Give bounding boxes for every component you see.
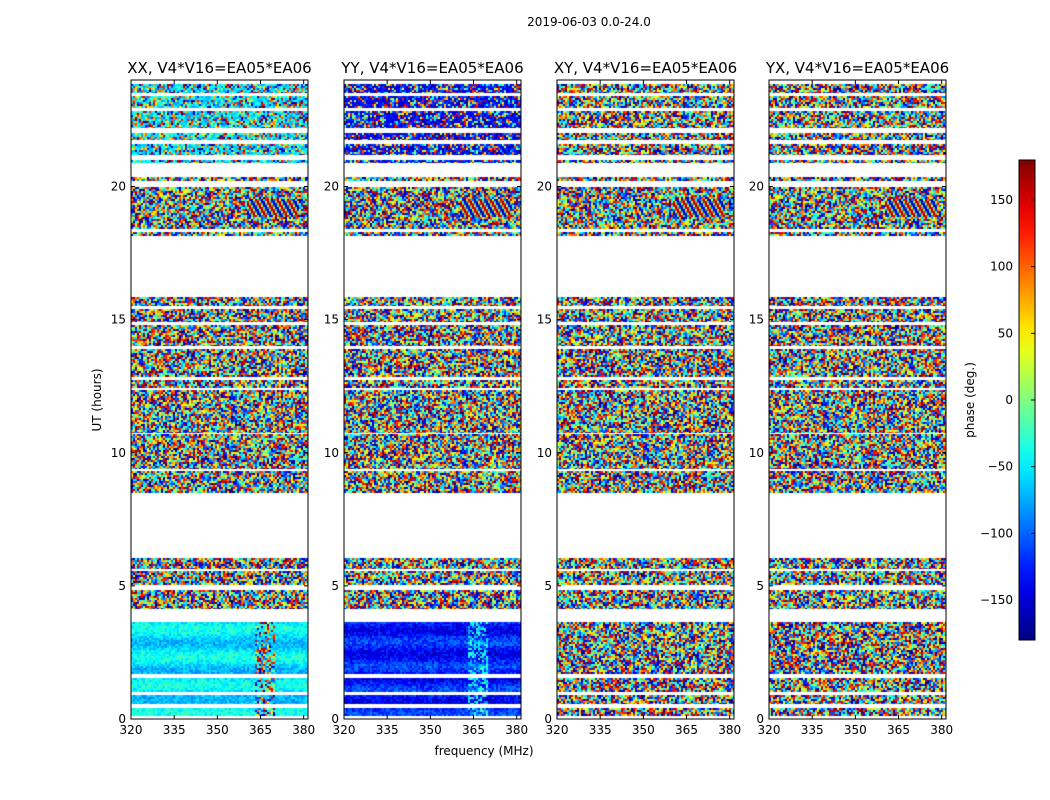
x-tick-label: 365 bbox=[675, 723, 698, 737]
colorbar-tick-label: 50 bbox=[998, 326, 1013, 340]
x-tick-label: 350 bbox=[632, 723, 655, 737]
x-tick-label: 335 bbox=[801, 723, 824, 737]
y-tick-label: 5 bbox=[544, 579, 552, 593]
heatmap-image bbox=[344, 80, 521, 719]
y-tick-label: 15 bbox=[749, 313, 764, 327]
x-tick-label: 350 bbox=[844, 723, 867, 737]
x-tick-label: 320 bbox=[758, 723, 781, 737]
x-tick-label: 335 bbox=[589, 723, 612, 737]
y-tick-label: 20 bbox=[324, 180, 339, 194]
y-axis-label: UT (hours) bbox=[90, 368, 104, 431]
x-tick-label: 380 bbox=[292, 723, 315, 737]
x-tick-label: 350 bbox=[419, 723, 442, 737]
panel-2: YY, V4*V16=EA05*EA06 320 335 350 365 380 0 5 10 1… bbox=[324, 59, 528, 737]
heatmap-image bbox=[557, 80, 734, 719]
panel-1: XX, V4*V16=EA05*EA06 320 335 350 365 380 0 5 10 1… bbox=[111, 59, 315, 737]
y-tick-label: 15 bbox=[111, 313, 126, 327]
y-tick-label: 10 bbox=[324, 446, 339, 460]
x-tick-label: 380 bbox=[505, 723, 528, 737]
y-tick-label: 0 bbox=[756, 712, 764, 726]
panel-title: XY, V4*V16=EA05*EA06 bbox=[554, 59, 737, 77]
colorbar-tick-label: −100 bbox=[980, 526, 1013, 540]
y-tick-label: 10 bbox=[111, 446, 126, 460]
colorbar-tick-label: −50 bbox=[988, 460, 1013, 474]
x-tick-label: 365 bbox=[887, 723, 910, 737]
y-tick-label: 20 bbox=[111, 180, 126, 194]
y-tick-label: 10 bbox=[537, 446, 552, 460]
y-tick-label: 20 bbox=[749, 180, 764, 194]
colorbar-tick-label: 0 bbox=[1005, 393, 1013, 407]
x-tick-label: 335 bbox=[376, 723, 399, 737]
panels-group: XX, V4*V16=EA05*EA06 320 335 350 365 380 0 5 10 1… bbox=[111, 59, 953, 737]
y-tick-label: 0 bbox=[118, 712, 126, 726]
colorbar-tick-label: 100 bbox=[990, 260, 1013, 274]
colorbar-tick-label: −150 bbox=[980, 593, 1013, 607]
heatmap-image bbox=[131, 80, 308, 719]
colorbar-tick-label: 150 bbox=[990, 193, 1013, 207]
y-tick-label: 0 bbox=[331, 712, 339, 726]
axes-frame bbox=[556, 79, 735, 720]
x-tick-label: 335 bbox=[163, 723, 186, 737]
panel-title: YX, V4*V16=EA05*EA06 bbox=[765, 59, 949, 77]
y-tick-label: 20 bbox=[537, 180, 552, 194]
y-tick-label: 5 bbox=[331, 579, 339, 593]
x-tick-label: 320 bbox=[120, 723, 143, 737]
colorbar-label: phase (deg.) bbox=[963, 362, 977, 438]
axes-frame bbox=[130, 79, 309, 720]
y-tick-label: 0 bbox=[544, 712, 552, 726]
panel-title: XX, V4*V16=EA05*EA06 bbox=[127, 59, 311, 77]
x-tick-label: 380 bbox=[718, 723, 741, 737]
panel-4: YX, V4*V16=EA05*EA06 320 335 350 365 380 0 5 10 1… bbox=[749, 59, 953, 737]
y-tick-label: 15 bbox=[537, 313, 552, 327]
x-tick-label: 365 bbox=[249, 723, 272, 737]
x-tick-label: 365 bbox=[462, 723, 485, 737]
y-tick-label: 5 bbox=[118, 579, 126, 593]
x-tick-label: 380 bbox=[930, 723, 953, 737]
y-tick-label: 5 bbox=[756, 579, 764, 593]
x-tick-label: 350 bbox=[206, 723, 229, 737]
panel-3: XY, V4*V16=EA05*EA06 320 335 350 365 380 0 5 10 1… bbox=[537, 59, 741, 737]
axes-frame bbox=[768, 79, 947, 720]
x-axis-label: frequency (MHz) bbox=[434, 744, 533, 758]
heatmap-image bbox=[769, 80, 946, 719]
colorbar: 150 100 50 0 −50 −100 −150 bbox=[980, 159, 1036, 641]
figure-suptitle: 2019-06-03 0.0-24.0 bbox=[527, 15, 651, 29]
y-tick-label: 10 bbox=[749, 446, 764, 460]
x-tick-label: 320 bbox=[546, 723, 569, 737]
x-tick-label: 320 bbox=[333, 723, 356, 737]
y-tick-label: 15 bbox=[324, 313, 339, 327]
panel-title: YY, V4*V16=EA05*EA06 bbox=[340, 59, 523, 77]
axes-frame bbox=[343, 79, 522, 720]
